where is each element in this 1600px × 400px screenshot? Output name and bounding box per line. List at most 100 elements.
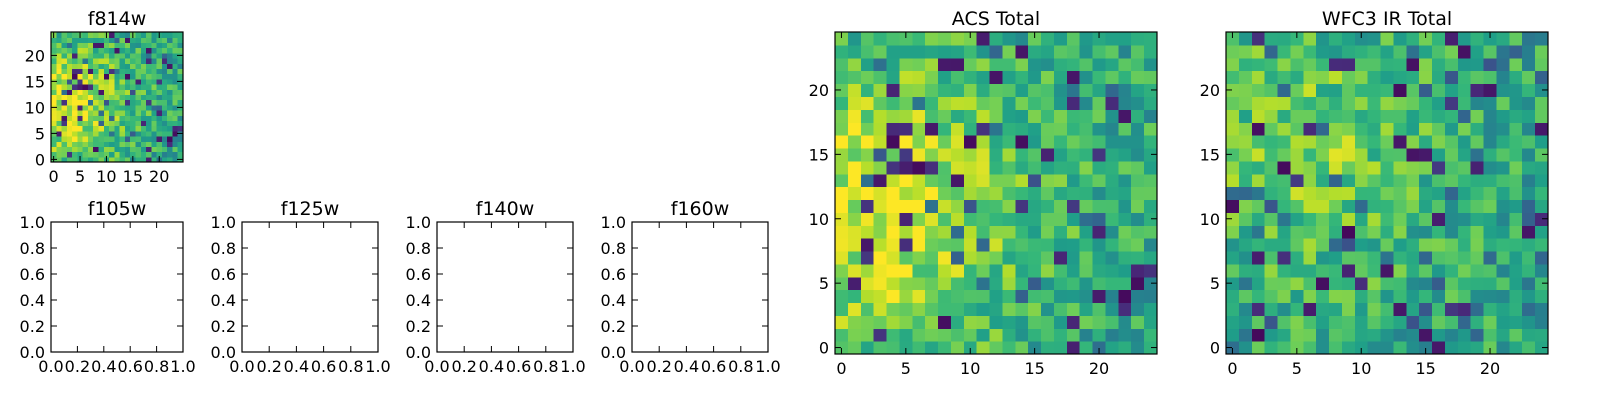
heatmap-cell	[1303, 250, 1317, 265]
heatmap-cell	[976, 276, 991, 291]
heatmap-cell	[976, 96, 991, 110]
heatmap-cell	[847, 147, 862, 162]
heatmap-cell	[1457, 199, 1472, 213]
heatmap-cell	[950, 186, 965, 201]
heatmap-cell	[66, 125, 73, 132]
heatmap-cell	[1053, 147, 1068, 162]
heatmap-cell	[51, 63, 57, 69]
heatmap-cell	[1393, 186, 1407, 201]
heatmap-cell	[1144, 250, 1158, 265]
heatmap-cell	[1470, 238, 1485, 252]
heatmap-cell	[1092, 83, 1107, 97]
heatmap-cell	[151, 42, 158, 49]
heatmap-cell	[1470, 57, 1485, 72]
heatmap-cell	[860, 250, 875, 265]
heatmap-cell	[172, 99, 179, 106]
heatmap-cell	[1105, 212, 1119, 226]
heatmap-cell	[1483, 70, 1498, 85]
heatmap-cell	[1290, 276, 1304, 291]
heatmap-cell	[135, 115, 142, 121]
x-tick-label: 0.8	[144, 357, 169, 376]
heatmap-cell	[835, 109, 849, 123]
heatmap-cell	[1470, 70, 1485, 85]
heatmap-cell	[886, 250, 900, 265]
heatmap-cell	[1329, 225, 1343, 239]
heatmap-cell	[156, 110, 163, 116]
heatmap-cell	[82, 141, 89, 147]
heatmap-cell	[912, 212, 926, 226]
heatmap-cell	[1251, 276, 1266, 291]
heatmap-cell	[1367, 225, 1382, 239]
heatmap-cell	[135, 47, 142, 54]
heatmap-cell	[82, 136, 89, 142]
heatmap-cell	[1105, 276, 1119, 291]
heatmap-cell	[873, 160, 888, 175]
heatmap-cell	[1118, 186, 1132, 201]
heatmap-cell	[1470, 96, 1485, 110]
heatmap-cell	[146, 58, 152, 64]
heatmap-cell	[1509, 186, 1523, 201]
heatmap-cell	[167, 141, 174, 147]
heatmap-cell	[1535, 328, 1549, 342]
heatmap-cell	[963, 122, 978, 136]
heatmap-cell	[1354, 289, 1369, 304]
heatmap-cell	[938, 135, 952, 149]
heatmap-cell	[1457, 160, 1472, 175]
heatmap-cell	[109, 110, 115, 116]
heatmap-cell	[1432, 44, 1446, 59]
y-tick-label: 10	[809, 210, 829, 229]
heatmap-cell	[87, 156, 94, 163]
heatmap-cell	[1105, 263, 1119, 278]
heatmap-cell	[1496, 173, 1510, 188]
heatmap-cell	[1341, 289, 1356, 304]
heatmap-cell	[72, 37, 78, 43]
heatmap-cell	[1079, 276, 1094, 291]
heatmap-cell	[103, 99, 110, 106]
heatmap-cell	[1226, 302, 1240, 316]
heatmap-cell	[1144, 83, 1158, 97]
heatmap-cell	[1002, 83, 1016, 97]
heatmap-cell	[130, 94, 137, 101]
heatmap-cell	[938, 147, 952, 162]
heatmap-cell	[1535, 341, 1549, 355]
heatmap-cell	[1444, 289, 1459, 304]
heatmap-cell	[1496, 57, 1510, 72]
heatmap-cell	[1226, 96, 1240, 110]
heatmap-cell	[1105, 315, 1119, 329]
heatmap-cell	[1264, 341, 1279, 355]
heatmap-cell	[124, 141, 131, 147]
heatmap-cell	[1341, 276, 1356, 291]
heatmap-cell	[1496, 32, 1510, 46]
heatmap-cell	[114, 125, 121, 132]
heatmap-cell	[87, 63, 94, 69]
x-tick-label: 5	[1292, 359, 1302, 378]
heatmap-cell	[1131, 147, 1145, 162]
heatmap-cell	[1341, 122, 1356, 136]
heatmap-cell	[835, 276, 849, 291]
heatmap-cell	[77, 63, 84, 69]
heatmap-cell	[860, 341, 875, 355]
heatmap-cell	[1002, 328, 1016, 342]
heatmap-cell	[1509, 147, 1523, 162]
heatmap-cell	[1079, 32, 1094, 46]
heatmap-cell	[1496, 212, 1510, 226]
heatmap-cell	[1118, 57, 1132, 72]
heatmap-cell	[1002, 250, 1016, 265]
heatmap-cell	[835, 250, 849, 265]
heatmap-cell	[912, 328, 926, 342]
heatmap-cell	[1251, 212, 1266, 226]
heatmap-cell	[1264, 212, 1279, 226]
heatmap-cell	[1002, 302, 1016, 316]
heatmap-cell	[899, 212, 913, 226]
heatmap-cell	[151, 32, 158, 38]
y-tick-label: 10	[25, 98, 45, 117]
heatmap-cell	[140, 32, 147, 38]
heatmap-cell	[989, 44, 1004, 59]
x-tick-label: 0	[49, 167, 59, 186]
heatmap-cell	[1509, 238, 1523, 252]
heatmap-cell	[167, 110, 174, 116]
heatmap-cell	[161, 104, 168, 111]
heatmap-cell	[1354, 57, 1369, 72]
heatmap-cell	[146, 120, 152, 127]
heatmap-cell	[1303, 160, 1317, 175]
